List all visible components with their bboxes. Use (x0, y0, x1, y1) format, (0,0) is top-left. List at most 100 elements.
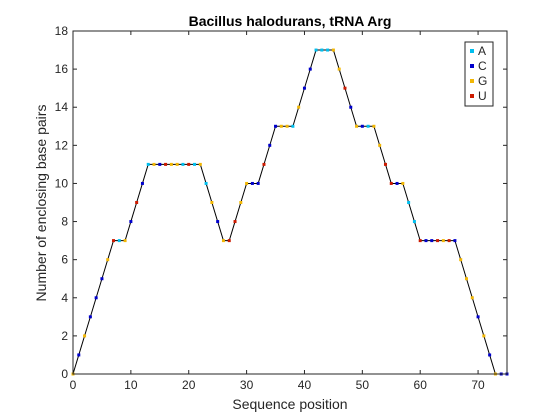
data-point-G (123, 239, 127, 243)
legend-label: U (478, 89, 487, 103)
y-tick-label: 0 (61, 367, 68, 381)
data-point-C (395, 181, 399, 185)
y-tick-label: 8 (61, 215, 68, 229)
data-point-G (355, 124, 359, 128)
data-point-C (453, 239, 457, 243)
data-point-A (320, 48, 324, 52)
data-point-C (88, 315, 92, 319)
data-point-C (302, 86, 306, 90)
plot-area (73, 31, 507, 374)
data-point-C (360, 124, 364, 128)
data-point-G (470, 296, 474, 300)
data-point-C (349, 105, 353, 109)
data-point-G (401, 181, 405, 185)
data-point-A (181, 162, 185, 166)
x-axis: 0 10 20 30 40 50 60 70 (70, 31, 485, 392)
y-tick-label: 14 (55, 100, 69, 114)
data-point-A (204, 181, 208, 185)
data-point-A (412, 220, 416, 224)
data-point-G (337, 67, 341, 71)
y-tick-label: 4 (61, 291, 68, 305)
data-point-C (94, 296, 98, 300)
data-point-C (256, 181, 260, 185)
data-point-C (476, 315, 480, 319)
data-point-C (158, 162, 162, 166)
data-point-G (285, 124, 289, 128)
legend-label: G (478, 74, 487, 88)
data-point-G (198, 162, 202, 166)
data-point-A (193, 162, 197, 166)
data-point-G (297, 105, 301, 109)
data-point-U (343, 86, 347, 90)
data-point-A (117, 239, 121, 243)
y-tick-label: 2 (61, 329, 68, 343)
data-points (71, 48, 509, 376)
data-point-C (308, 67, 312, 71)
legend-marker (470, 79, 474, 83)
data-point-C (129, 220, 133, 224)
x-tick-label: 40 (298, 378, 312, 392)
y-axis-label: Number of enclosing base pairs (33, 105, 49, 302)
data-point-G (169, 162, 173, 166)
data-point-G (331, 48, 335, 52)
data-point-G (210, 201, 214, 204)
y-tick-label: 6 (61, 253, 68, 267)
chart-title: Bacillus halodurans, tRNA Arg (189, 13, 392, 29)
data-point-G (441, 239, 445, 243)
data-point-C (216, 220, 220, 224)
data-point-A (326, 48, 330, 52)
data-point-U (227, 239, 231, 243)
legend-marker (470, 64, 474, 68)
x-tick-label: 50 (356, 378, 370, 392)
data-point-U (112, 239, 116, 243)
data-point-G (221, 239, 225, 243)
data-point-C (77, 353, 81, 357)
y-tick-label: 18 (55, 24, 69, 38)
data-point-G (175, 162, 179, 166)
data-point-U (436, 239, 440, 243)
data-point-C (488, 353, 492, 357)
data-point-G (459, 258, 463, 262)
data-point-U (164, 162, 168, 166)
data-point-A (314, 48, 318, 52)
data-point-U (262, 162, 266, 166)
data-point-C (140, 181, 144, 185)
x-tick-label: 10 (124, 378, 138, 392)
data-point-C (250, 181, 254, 185)
data-point-G (239, 201, 243, 204)
data-point-U (447, 239, 451, 243)
data-point-G (482, 334, 486, 338)
x-tick-label: 60 (414, 378, 428, 392)
data-point-G (372, 124, 376, 128)
series-line (72, 49, 507, 375)
data-point-G (378, 143, 382, 147)
legend-label: C (478, 59, 487, 73)
legend-marker (470, 49, 474, 53)
data-point-C (268, 143, 272, 147)
data-point-U (187, 162, 191, 166)
x-tick-label: 0 (70, 378, 77, 392)
legend-marker (470, 94, 474, 98)
data-point-G (152, 162, 156, 166)
x-axis-label: Sequence position (232, 396, 347, 412)
y-axis: 0 2 4 6 8 10 12 14 16 18 (55, 24, 507, 381)
x-tick-label: 70 (471, 378, 485, 392)
data-point-U (135, 201, 139, 204)
y-tick-label: 10 (55, 176, 69, 190)
data-point-G (279, 124, 283, 128)
data-point-A (291, 124, 295, 128)
data-point-C (274, 124, 278, 128)
data-point-A (407, 201, 411, 204)
data-point-U (389, 181, 393, 185)
data-point-C (100, 277, 104, 281)
data-point-G (464, 277, 468, 281)
data-point-A (366, 124, 370, 128)
legend-box (464, 41, 494, 107)
data-point-A (146, 162, 150, 166)
data-point-G (245, 181, 249, 185)
x-tick-label: 20 (182, 378, 196, 392)
legend-label: A (478, 44, 486, 58)
data-point-G (83, 334, 87, 338)
